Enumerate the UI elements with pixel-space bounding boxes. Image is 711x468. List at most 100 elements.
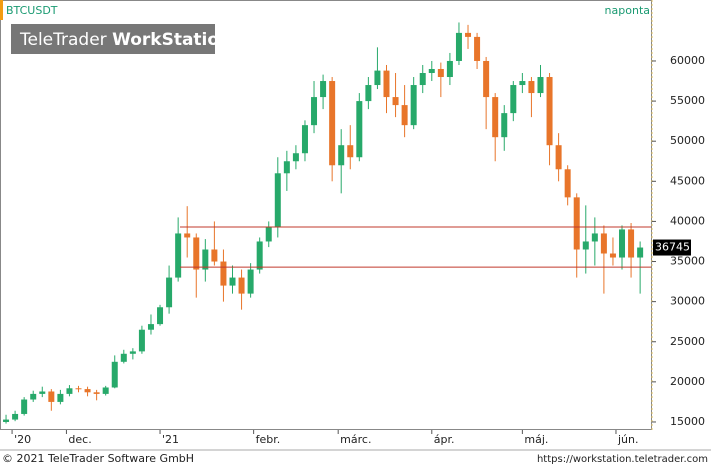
candle-body	[3, 419, 10, 422]
candle-body	[410, 85, 417, 126]
candle-body	[166, 277, 173, 308]
candle-body	[184, 233, 191, 238]
candle-body	[628, 229, 635, 258]
candle-body	[338, 145, 345, 166]
y-tick-label: 60000	[670, 54, 705, 67]
candle-body	[392, 97, 399, 106]
candle-body	[66, 388, 73, 394]
candle-body	[573, 197, 580, 250]
y-tick-label: 25000	[670, 335, 705, 348]
y-tick-label: 50000	[670, 134, 705, 147]
candle-body	[528, 81, 535, 94]
candle-body	[256, 241, 263, 270]
candle-body	[193, 237, 200, 270]
candle-body	[111, 361, 118, 388]
y-tick-label: 20000	[670, 375, 705, 388]
candle-body	[57, 393, 64, 402]
candle-body	[465, 32, 472, 37]
x-tick-label: dec.	[68, 433, 91, 446]
y-tick-label: 30000	[670, 295, 705, 308]
candle-body	[147, 324, 154, 330]
candle-body	[247, 269, 254, 294]
candle-body	[437, 68, 444, 78]
candle-body	[347, 145, 354, 158]
y-tick-label: 35000	[670, 255, 705, 268]
x-tick-label: febr.	[256, 433, 281, 446]
candle-body	[283, 161, 290, 174]
symbol-flag	[0, 0, 3, 20]
candle-body	[446, 60, 453, 78]
y-tick-label: 55000	[670, 94, 705, 107]
candle-body	[84, 389, 91, 393]
watermark-light: TeleTrader	[19, 30, 107, 50]
candle-body	[374, 70, 381, 86]
candle-body	[138, 329, 145, 352]
candle-body	[329, 81, 336, 166]
candle-body	[311, 97, 318, 126]
candle-body	[238, 277, 245, 294]
symbol: BTCUSDT	[6, 4, 58, 17]
candle-body	[383, 70, 390, 98]
candle-body	[474, 36, 481, 61]
candle-body	[157, 307, 164, 325]
candle-body	[537, 77, 544, 94]
candle-body	[274, 173, 281, 228]
watermark-box	[11, 24, 215, 54]
candle-body	[419, 73, 426, 86]
candle-body	[591, 233, 598, 242]
candle-body	[30, 393, 37, 400]
x-tick-label: márc.	[340, 433, 371, 446]
candle-body	[428, 68, 435, 74]
candle-body	[546, 77, 553, 146]
candle-body	[600, 233, 607, 254]
candle-body	[292, 153, 299, 162]
y-tick-label: 45000	[670, 174, 705, 187]
candle-body	[455, 32, 462, 61]
footer-url: https://workstation.teletrader.com	[537, 454, 708, 465]
candle-body	[501, 113, 508, 138]
x-tick-label: jún.	[617, 433, 639, 446]
candle-body	[510, 85, 517, 114]
watermark-bold: WorkStation	[112, 30, 231, 50]
x-tick-label: '21	[162, 433, 179, 446]
candle-body	[211, 249, 218, 262]
candle-body	[492, 97, 499, 138]
candle-body	[93, 392, 100, 394]
footer-copyright: © 2021 TeleTrader Software GmbH	[2, 452, 194, 465]
candle-body	[356, 101, 363, 158]
plot-frame	[0, 0, 652, 430]
candle-body	[229, 277, 236, 286]
candle-body	[220, 261, 227, 286]
candle-body	[129, 351, 136, 354]
candle-body	[21, 399, 28, 414]
candle-body	[365, 85, 372, 102]
candle-body	[483, 60, 490, 98]
candle-body	[48, 391, 55, 402]
candle-body	[175, 233, 182, 278]
interval: naponta	[605, 4, 650, 17]
candle-body	[555, 145, 562, 170]
candle-body	[320, 81, 327, 98]
candle-body	[564, 169, 571, 198]
y-tick-label: 40000	[670, 214, 705, 227]
candle-body	[120, 353, 127, 362]
candle-body	[301, 125, 308, 154]
candle-body	[609, 253, 616, 258]
candle-body	[519, 81, 526, 86]
x-tick-label: máj.	[524, 433, 548, 446]
candle-body	[582, 241, 589, 250]
x-tick-label: '20	[14, 433, 31, 446]
candle-body	[265, 227, 272, 242]
x-tick-label: ápr.	[434, 433, 455, 446]
candle-body	[202, 249, 209, 270]
last-price-label: 36745	[655, 241, 690, 254]
y-tick-label: 15000	[670, 415, 705, 428]
candle-body	[75, 388, 82, 390]
last-price-box	[653, 239, 691, 256]
candle-body	[401, 105, 408, 126]
candle-body	[102, 387, 109, 394]
watermark: TeleTrader WorkStation	[19, 30, 231, 50]
candle-body	[619, 229, 626, 258]
